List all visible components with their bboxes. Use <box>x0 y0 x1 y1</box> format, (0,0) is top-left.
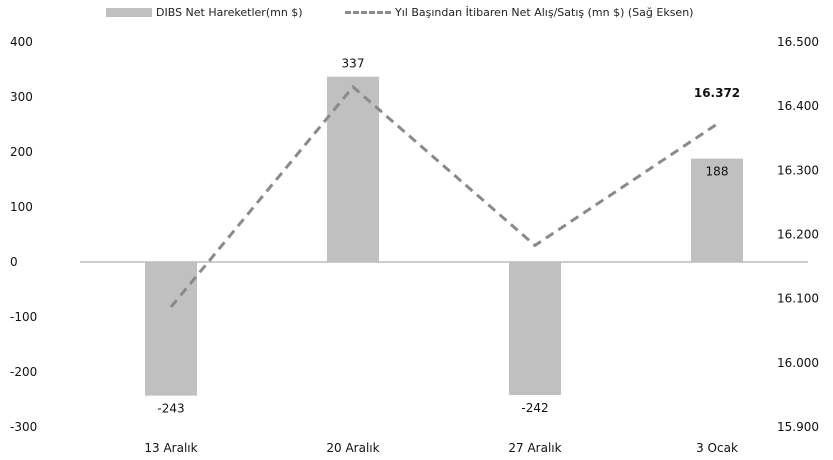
left-axis-tick-label: 0 <box>10 255 18 269</box>
x-axis-category-label: 20 Aralık <box>326 441 379 455</box>
line-last-value-label: 16.372 <box>694 86 740 100</box>
line-series: 16.372 <box>169 84 740 308</box>
bar <box>145 262 197 396</box>
x-axis-category-label: 3 Ocak <box>696 441 738 455</box>
legend-item-line: Yıl Başından İtibaren Net Alış/Satış (mn… <box>345 6 693 19</box>
left-axis-tick-label: 300 <box>10 90 33 104</box>
legend-line-label: Yıl Başından İtibaren Net Alış/Satış (mn… <box>395 6 694 19</box>
left-axis: 400 300 200 100 0 -100 -200 -300 <box>10 35 37 434</box>
right-axis-tick-label: 16.400 <box>777 99 819 113</box>
left-axis-tick-label: 200 <box>10 145 33 159</box>
right-axis-tick-label: 15.900 <box>777 420 819 434</box>
left-axis-tick-label: 100 <box>10 200 33 214</box>
x-axis-category-label: 27 Aralık <box>508 441 561 455</box>
legend-bar-swatch <box>106 8 152 17</box>
bar-value-label: -243 <box>157 402 184 416</box>
legend-bar-label: DIBS Net Hareketler(mn $) <box>156 6 303 19</box>
bar <box>327 76 379 263</box>
right-axis-tick-label: 16.000 <box>777 356 819 370</box>
right-axis-tick-label: 16.300 <box>777 163 819 177</box>
bars <box>145 76 743 396</box>
right-axis: 16.500 16.400 16.300 16.200 16.100 16.000 15.9… <box>777 35 819 434</box>
bar-value-label: -242 <box>521 401 548 415</box>
bar <box>691 158 743 262</box>
x-axis-category-label: 13 Aralık <box>144 441 197 455</box>
right-axis-tick-label: 16.100 <box>777 292 819 306</box>
x-axis-labels: 13 Aralık 20 Aralık 27 Aralık 3 Ocak <box>144 441 738 455</box>
bar-value-label: 337 <box>342 57 365 71</box>
left-axis-tick-label: 400 <box>10 35 33 49</box>
legend-item-bar: DIBS Net Hareketler(mn $) <box>106 6 303 19</box>
bar-value-label: 188 <box>706 165 729 179</box>
left-axis-tick-label: -100 <box>10 310 37 324</box>
bar-labels: -243 337 -242 188 <box>157 57 728 416</box>
bar <box>509 262 561 396</box>
left-axis-tick-label: -200 <box>10 365 37 379</box>
right-axis-tick-label: 16.200 <box>777 228 819 242</box>
left-axis-tick-label: -300 <box>10 420 37 434</box>
legend-line-swatch <box>345 11 391 14</box>
line-series-path <box>169 84 718 308</box>
right-axis-tick-label: 16.500 <box>777 35 819 49</box>
